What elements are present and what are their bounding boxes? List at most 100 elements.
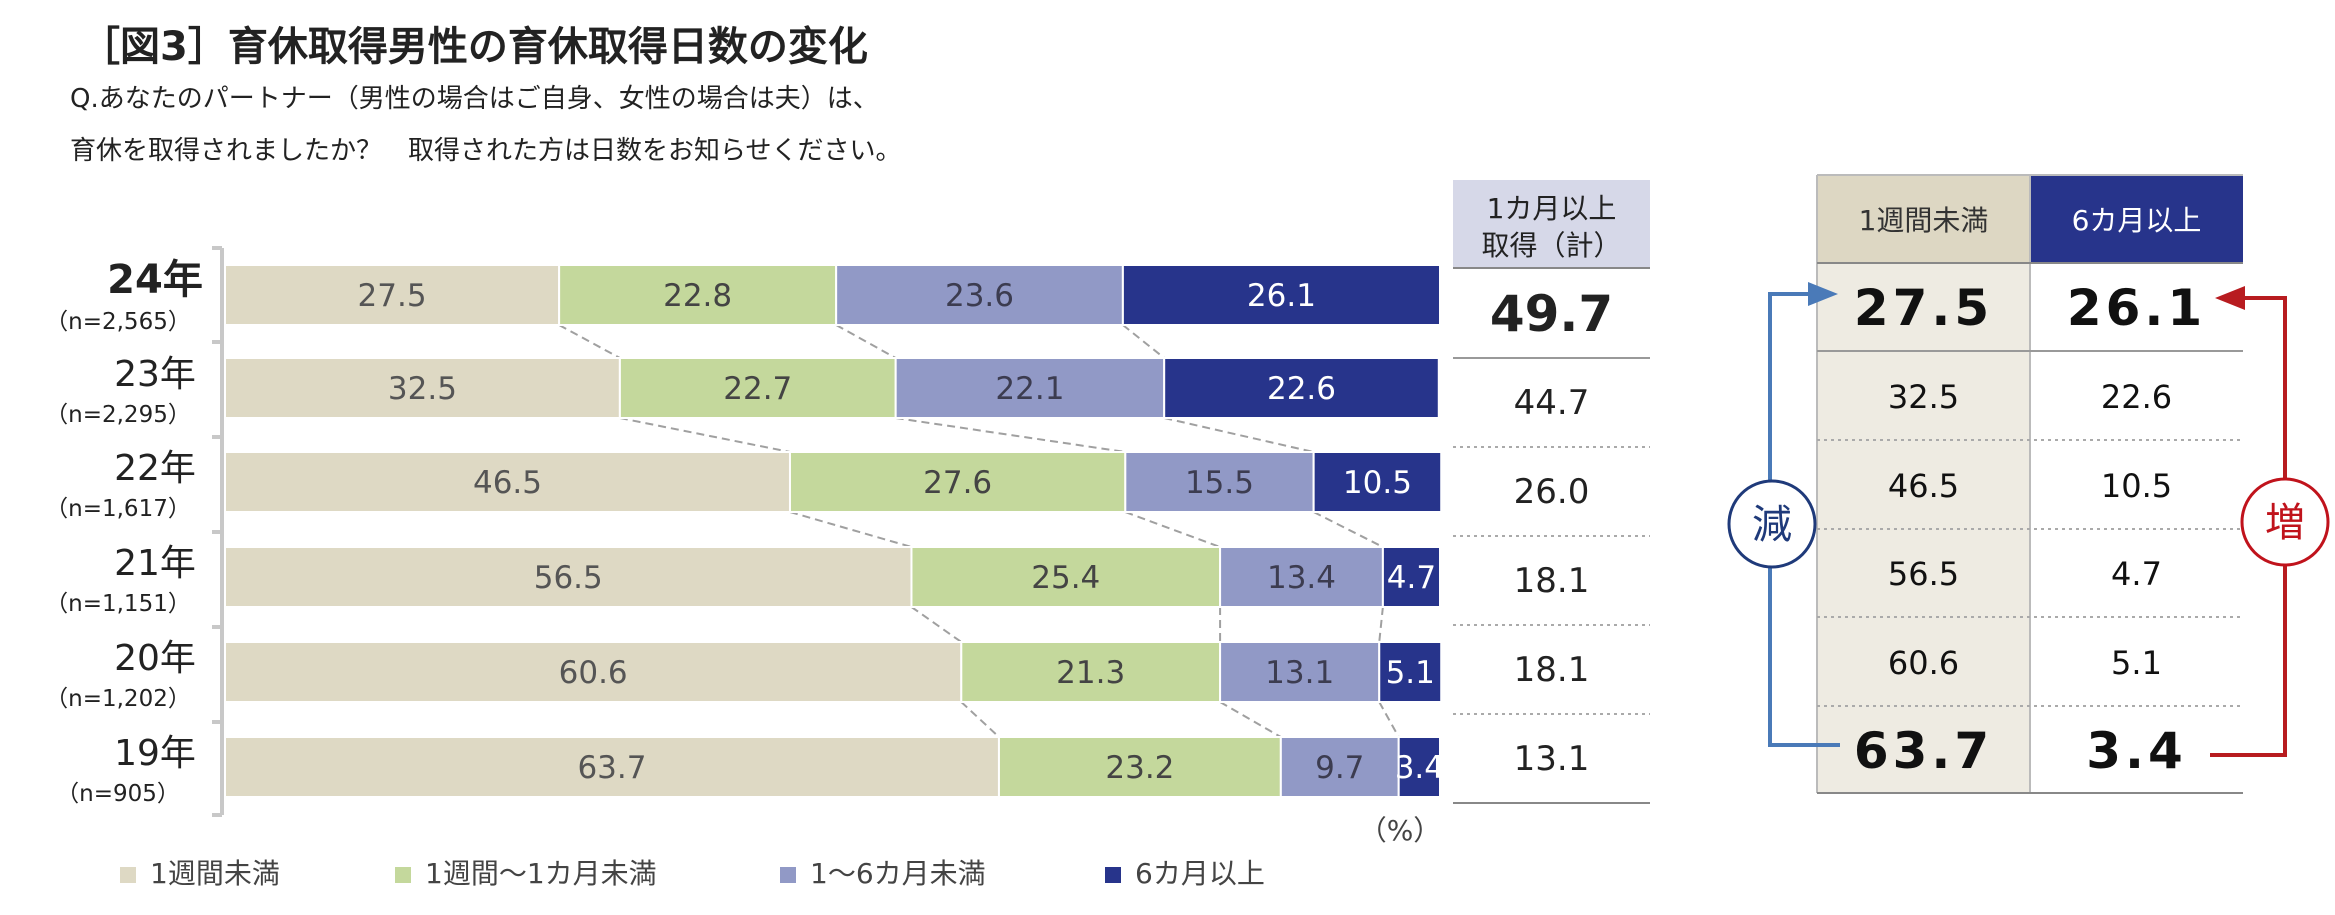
bar-segment bbox=[1279, 736, 1400, 798]
bar-value-label: 23.2 bbox=[1105, 750, 1174, 786]
bar-value-label: 32.5 bbox=[388, 371, 457, 407]
bar-segment bbox=[1219, 546, 1384, 608]
bar-value-label: 63.7 bbox=[577, 750, 646, 786]
summary-value: 18.1 bbox=[1514, 561, 1590, 601]
bar-segment bbox=[224, 736, 1000, 798]
bar-value-label: 22.7 bbox=[723, 371, 792, 407]
legend-label: 1～6カ月未満 bbox=[810, 857, 986, 890]
bar-value-label: 10.5 bbox=[1343, 465, 1412, 501]
bar-segment bbox=[910, 546, 1222, 608]
summary-value: 26.0 bbox=[1514, 472, 1590, 512]
connector-line bbox=[1219, 701, 1282, 738]
percent-unit-label: （%） bbox=[1359, 814, 1442, 847]
connector-line bbox=[1124, 511, 1221, 548]
question-text-line2: 育休を取得されましたか？ 取得された方は日数をお知らせください。 bbox=[70, 136, 902, 166]
bar-segment bbox=[224, 641, 963, 703]
bar-value-label: 25.4 bbox=[1031, 560, 1100, 596]
summary-value: 18.1 bbox=[1514, 650, 1590, 690]
legend-swatch bbox=[780, 867, 796, 883]
bar-value-label: 46.5 bbox=[473, 465, 542, 501]
bar-segment bbox=[960, 641, 1222, 703]
connector-line bbox=[1163, 417, 1314, 453]
connector-line bbox=[1378, 701, 1400, 738]
bar-value-label: 22.8 bbox=[663, 278, 732, 314]
legend-label: 1週間～1カ月未満 bbox=[425, 857, 657, 890]
comparison-value: 63.7 bbox=[1854, 722, 1993, 780]
category-label: 20年 bbox=[114, 638, 196, 679]
connector-line bbox=[895, 417, 1126, 453]
comparison-header-label: 1週間未満 bbox=[1859, 204, 1989, 237]
category-sample-size: （n=1,617） bbox=[45, 496, 191, 522]
comparison-value: 32.5 bbox=[1888, 378, 1959, 416]
category-sample-size: （n=2,565） bbox=[45, 309, 191, 335]
bar-segment bbox=[997, 736, 1282, 798]
summary-value: 44.7 bbox=[1514, 383, 1590, 423]
category-sample-size: （n=1,202） bbox=[45, 686, 191, 712]
category-label: 21年 bbox=[114, 543, 196, 584]
connector-line bbox=[558, 324, 621, 359]
comparison-value: 22.6 bbox=[2101, 378, 2172, 416]
bar-value-label: 23.6 bbox=[945, 278, 1014, 314]
category-label: 19年 bbox=[114, 733, 196, 774]
legend-label: 6カ月以上 bbox=[1135, 857, 1265, 890]
bar-value-label: 9.7 bbox=[1315, 750, 1364, 786]
summary-header-line1: 1カ月以上 bbox=[1487, 192, 1617, 225]
increase-badge bbox=[2240, 477, 2330, 567]
comparison-value: 5.1 bbox=[2111, 644, 2162, 682]
comparison-value: 4.7 bbox=[2111, 555, 2162, 593]
category-sample-size: （n=2,295） bbox=[45, 402, 191, 428]
category-label: 23年 bbox=[114, 354, 196, 395]
increase-badge-label: 増 bbox=[2265, 500, 2305, 546]
bar-value-label: 4.7 bbox=[1387, 560, 1436, 596]
comparison-header-cell bbox=[2030, 175, 2243, 263]
bar-value-label: 27.6 bbox=[923, 465, 992, 501]
bar-segment bbox=[558, 264, 838, 326]
connector-line bbox=[619, 417, 791, 453]
legend-swatch bbox=[120, 867, 136, 883]
bar-value-label: 60.6 bbox=[559, 655, 628, 691]
decrease-badge-label: 減 bbox=[1752, 502, 1792, 548]
bar-value-label: 21.3 bbox=[1056, 655, 1125, 691]
category-sample-size: （n=1,151） bbox=[45, 591, 191, 617]
decrease-arrowhead bbox=[1808, 282, 1838, 306]
comparison-header-cell bbox=[1817, 175, 2030, 263]
bar-value-label: 26.1 bbox=[1247, 278, 1316, 314]
page-title: ［図3］育休取得男性の育休取得日数の変化 bbox=[80, 24, 868, 70]
legend-swatch bbox=[395, 867, 411, 883]
summary-header-cell bbox=[1453, 180, 1650, 268]
bar-value-label: 22.1 bbox=[995, 371, 1064, 407]
comparison-value: 10.5 bbox=[2101, 467, 2172, 505]
bar-segment bbox=[224, 546, 913, 608]
connector-line bbox=[1313, 511, 1384, 548]
comparison-value: 46.5 bbox=[1888, 467, 1959, 505]
connector-line bbox=[835, 324, 897, 359]
bar-segment bbox=[1121, 264, 1441, 326]
bar-value-label: 22.6 bbox=[1267, 371, 1336, 407]
bar-segment bbox=[1163, 357, 1440, 419]
legend-swatch bbox=[1105, 867, 1121, 883]
comparison-value: 56.5 bbox=[1888, 555, 1959, 593]
bar-value-label: 3.4 bbox=[1395, 750, 1444, 786]
connector-line bbox=[960, 701, 1000, 738]
summary-value: 49.7 bbox=[1490, 285, 1613, 343]
category-label: 22年 bbox=[114, 448, 196, 489]
connector-line bbox=[789, 511, 912, 548]
comparison-header-label: 6カ月以上 bbox=[2072, 204, 2202, 237]
bar-value-label: 15.5 bbox=[1185, 465, 1254, 501]
bar-value-label: 13.1 bbox=[1265, 655, 1334, 691]
legend-label: 1週間未満 bbox=[150, 857, 280, 890]
bar-segment bbox=[1397, 736, 1441, 798]
connector-line bbox=[1122, 324, 1165, 359]
category-sample-size: （n=905） bbox=[56, 781, 180, 807]
bar-value-label: 56.5 bbox=[534, 560, 603, 596]
comparison-value: 26.1 bbox=[2067, 279, 2206, 337]
bar-segment bbox=[618, 357, 897, 419]
bar-segment bbox=[1312, 451, 1443, 513]
bar-value-label: 5.1 bbox=[1386, 655, 1435, 691]
summary-header-line2: 取得（計） bbox=[1481, 229, 1621, 262]
bar-segment bbox=[1378, 641, 1443, 703]
question-text-line1: Q.あなたのパートナー（男性の場合はご自身、女性の場合は夫）は、 bbox=[70, 84, 879, 114]
summary-value: 13.1 bbox=[1514, 739, 1590, 779]
connector-line bbox=[910, 606, 962, 643]
